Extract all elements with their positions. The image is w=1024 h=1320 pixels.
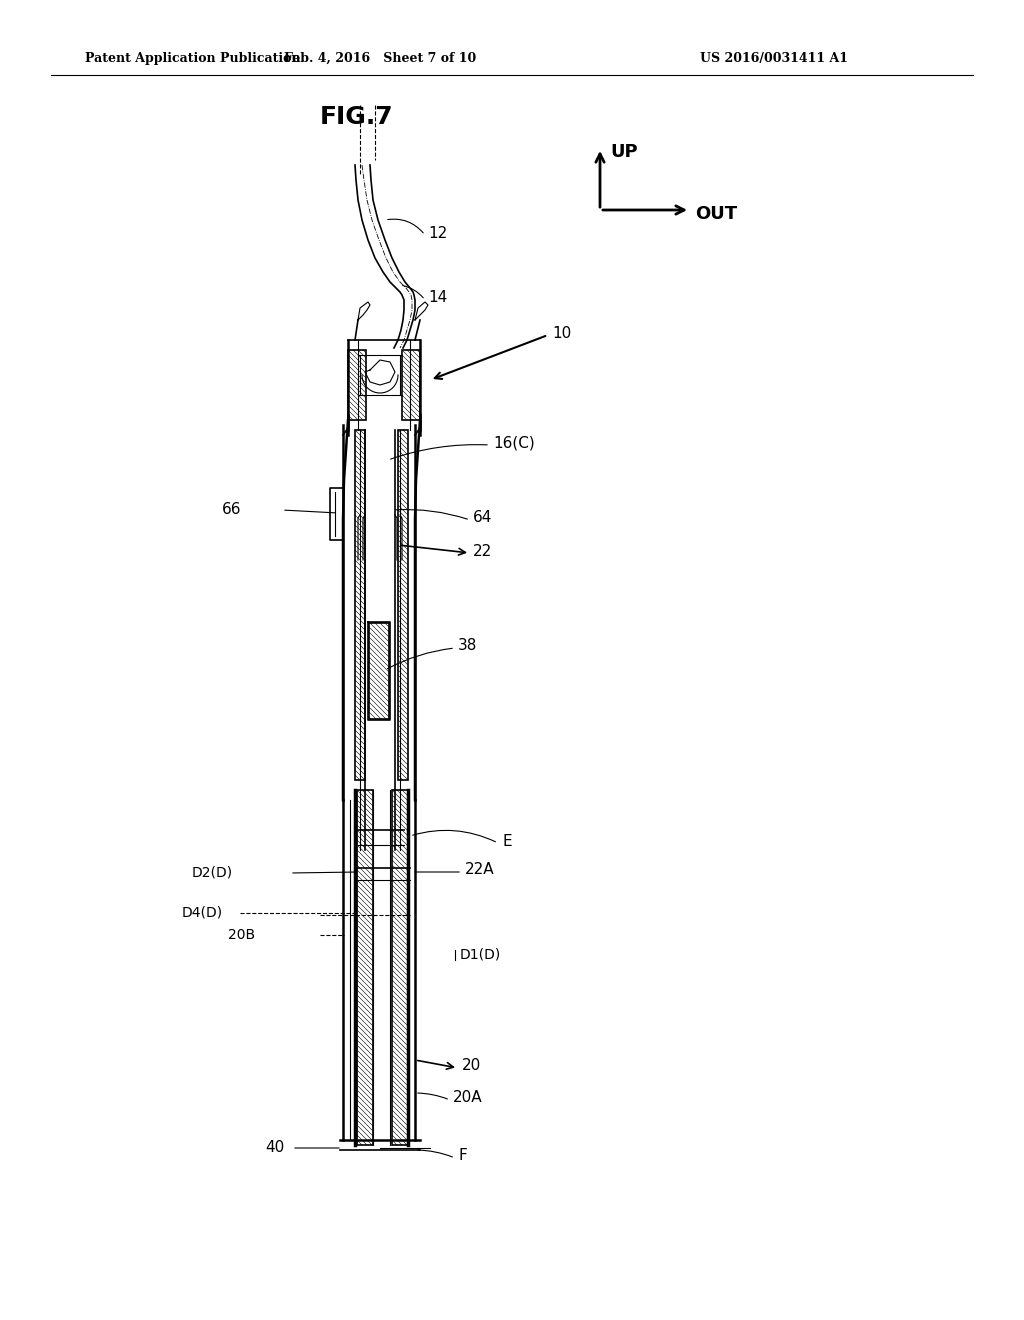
Bar (398, 430, 408, 780)
Text: Feb. 4, 2016   Sheet 7 of 10: Feb. 4, 2016 Sheet 7 of 10 (284, 51, 476, 65)
Bar (357, 789, 373, 1144)
Text: 40: 40 (265, 1140, 285, 1155)
Bar (348, 350, 366, 420)
Bar (402, 350, 420, 420)
Bar (369, 623, 389, 719)
Text: 22A: 22A (465, 862, 495, 878)
Text: 20A: 20A (453, 1090, 482, 1106)
Text: 64: 64 (473, 511, 493, 525)
Text: 66: 66 (222, 503, 242, 517)
Text: 14: 14 (428, 290, 447, 305)
Text: E: E (503, 833, 513, 849)
Text: 16(C): 16(C) (493, 436, 535, 450)
Bar (392, 789, 408, 1144)
Text: Patent Application Publication: Patent Application Publication (85, 51, 300, 65)
Text: D1(D): D1(D) (460, 948, 502, 962)
Text: FIG.7: FIG.7 (319, 106, 393, 129)
Text: 20B: 20B (228, 928, 255, 942)
Text: 22: 22 (473, 544, 493, 558)
Text: US 2016/0031411 A1: US 2016/0031411 A1 (700, 51, 848, 65)
Text: F: F (458, 1148, 467, 1163)
Text: 20: 20 (462, 1059, 481, 1073)
Text: D4(D): D4(D) (182, 906, 223, 919)
Text: 12: 12 (428, 226, 447, 240)
Text: UP: UP (610, 143, 638, 161)
Bar (373, 789, 390, 1144)
Bar (355, 430, 365, 780)
Text: OUT: OUT (695, 205, 737, 223)
Text: 38: 38 (458, 639, 477, 653)
Text: 10: 10 (552, 326, 571, 341)
Text: D2(D): D2(D) (193, 865, 233, 879)
